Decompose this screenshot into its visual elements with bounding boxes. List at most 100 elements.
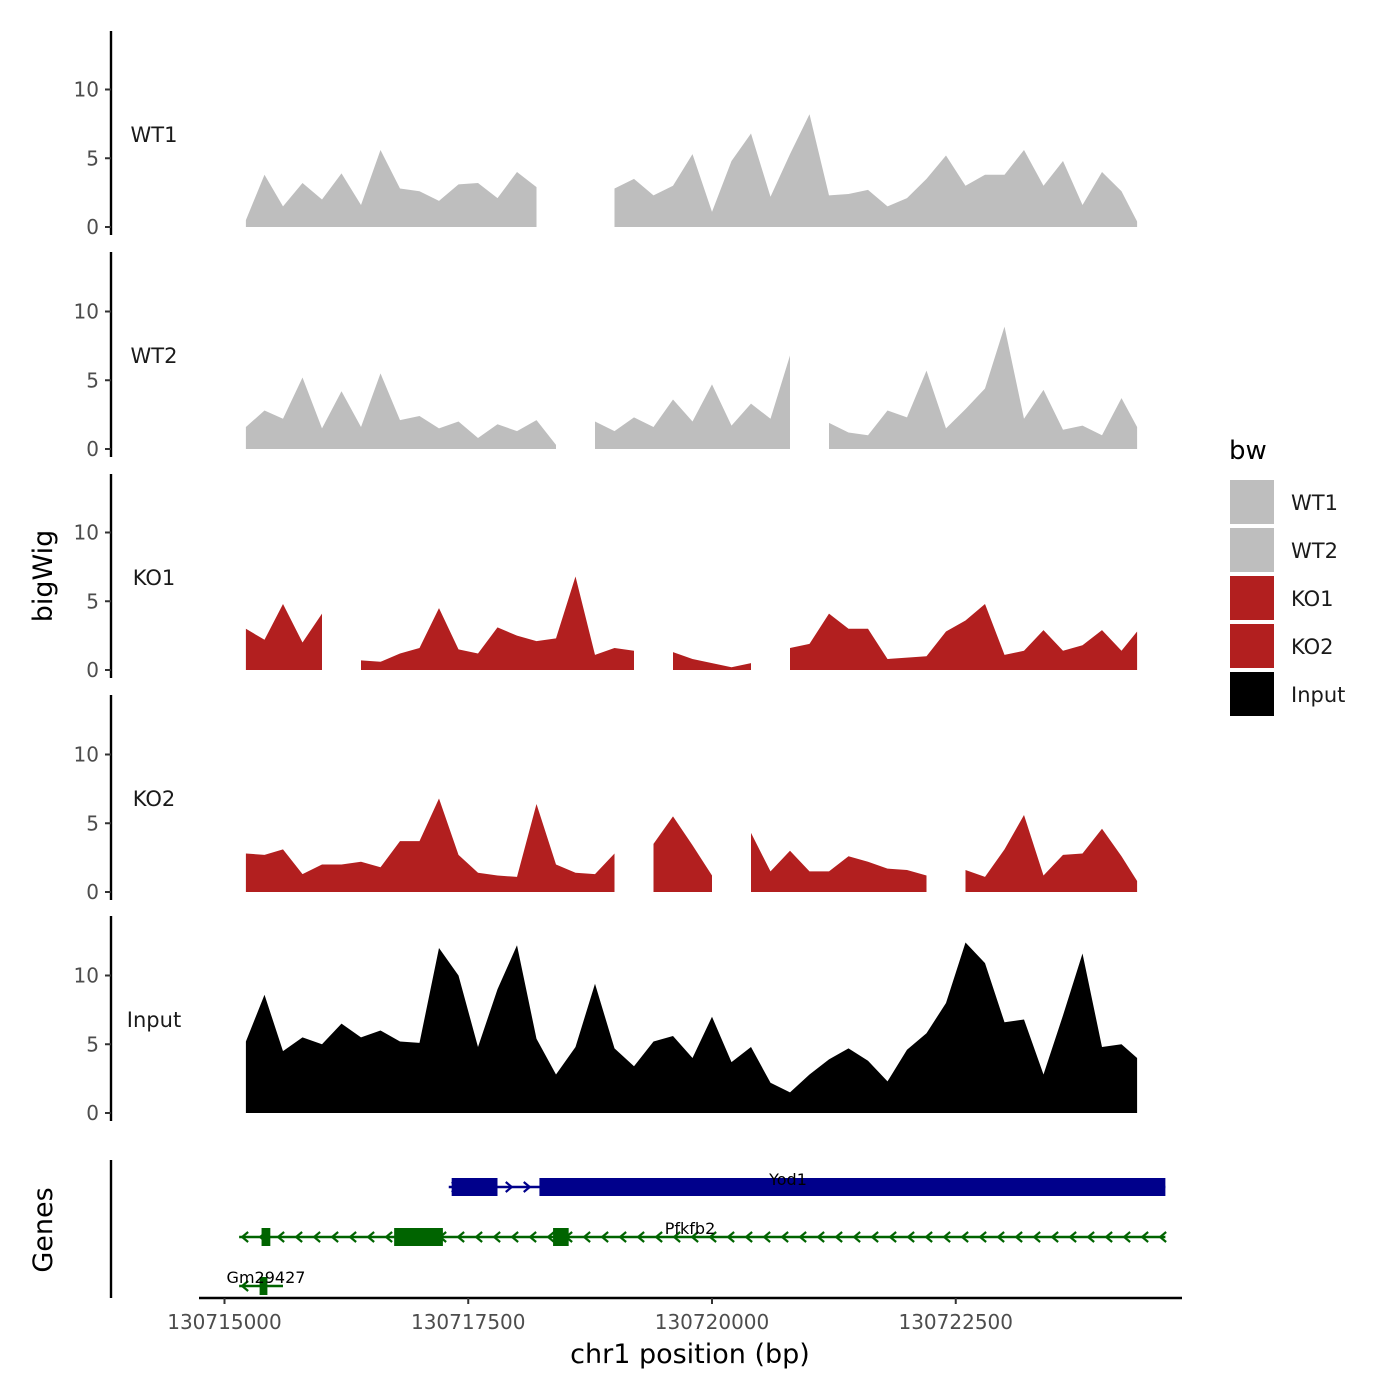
coverage-area [751,832,927,892]
strand-chevron [834,1231,843,1243]
coverage-area [245,150,537,227]
y-tick-label: 5 [86,811,99,835]
x-axis-title: chr1 position (bp) [570,1339,810,1370]
strand-chevron [690,1231,699,1243]
legend-label: KO1 [1291,587,1334,611]
strand-chevron [348,1231,357,1243]
legend-label: WT2 [1291,539,1338,563]
strand-chevron [1158,1231,1167,1243]
legend-swatch [1230,624,1274,668]
y-tick-label: 0 [86,215,99,239]
gene-exon [394,1228,443,1246]
strand-chevron [888,1231,897,1243]
legend-label: WT1 [1291,491,1338,515]
coverage-area [965,815,1138,892]
x-tick-label: 130715000 [167,1310,282,1334]
strand-chevron [240,1231,249,1243]
x-tick-label: 130722500 [898,1310,1013,1334]
strand-chevron [1122,1231,1131,1243]
strand-chevron [505,1181,514,1193]
strand-chevron [960,1231,969,1243]
strand-chevron [528,1231,537,1243]
coverage-area [829,326,1138,449]
y-tick-label: 5 [86,589,99,613]
coverage-area [245,373,556,449]
strand-chevron [312,1231,321,1243]
strand-chevron [330,1231,339,1243]
strand-chevron [1014,1231,1023,1243]
strand-chevron [924,1231,933,1243]
legend-swatch [1230,528,1274,572]
gene-Yod1: Yod1 [448,1170,1166,1196]
strand-chevron [384,1231,393,1243]
legend-title: bw [1229,436,1267,466]
y-tick-label: 5 [86,1032,99,1056]
strand-chevron [618,1231,627,1243]
coverage-tracks: 0 5 10 WT1 0 5 10 WT2 0 5 10 KO1 0 5 10 KO2 0 5 10 Input [74,31,1138,1125]
strand-chevron [510,1231,519,1243]
strand-chevron [852,1231,861,1243]
track-KO2: 0 5 10 KO2 [74,695,1138,904]
y-axis-title: bigWig [28,530,59,623]
legend-label: Input [1291,683,1345,707]
gene-exon [451,1178,498,1196]
strand-chevron [276,1231,285,1243]
strand-chevron [798,1231,807,1243]
y-tick-label: 5 [86,368,99,392]
strand-chevron [708,1231,717,1243]
coverage-area [614,114,1138,227]
genes-panel: Yod1 Pfkfb2 Gm29427 [109,1160,1167,1298]
strand-chevron [366,1231,375,1243]
coverage-area [245,798,615,892]
x-tick-label: 130720000 [655,1310,770,1334]
track-label: Input [127,1008,181,1032]
track-WT2: 0 5 10 WT2 [74,252,1138,461]
strand-chevron [523,1181,532,1193]
legend-swatch [1230,576,1274,620]
coverage-area [790,604,1138,670]
gene-label: Yod1 [768,1170,807,1189]
y-tick-label: 10 [74,300,99,324]
coverage-area [245,942,1138,1113]
strand-chevron [942,1231,951,1243]
strand-chevron [240,1280,249,1292]
legend: WT1 WT2 KO1 KO2 Input [1230,480,1345,716]
coverage-area [245,604,322,670]
strand-chevron [672,1231,681,1243]
y-tick-label: 0 [86,658,99,682]
x-axis: 130715000 130717500 130720000 130722500 [167,1296,1182,1334]
gene-exon [553,1228,569,1246]
coverage-area [595,355,790,449]
y-tick-label: 0 [86,1101,99,1125]
gene-label: Pfkfb2 [665,1219,716,1238]
coverage-area [653,816,712,892]
strand-chevron [1032,1231,1041,1243]
track-label: KO2 [133,787,176,811]
y-tick-label: 10 [74,964,99,988]
strand-chevron [744,1231,753,1243]
strand-chevron [654,1231,663,1243]
strand-chevron [546,1231,555,1243]
strand-chevron [1050,1231,1059,1243]
y-tick-label: 10 [74,78,99,102]
strand-chevron [636,1231,645,1243]
coverage-area [673,652,751,670]
track-KO1: 0 5 10 KO1 [74,474,1138,682]
legend-label: KO2 [1291,635,1334,659]
x-tick-label: 130717500 [411,1310,526,1334]
y-tick-label: 10 [74,521,99,545]
gene-Pfkfb2: Pfkfb2 [239,1219,1167,1246]
coverage-area [361,576,634,670]
track-Input: 0 5 10 Input [74,916,1138,1125]
y-tick-label: 10 [74,743,99,767]
strand-chevron [726,1231,735,1243]
strand-chevron [582,1231,591,1243]
gene-exon [259,1277,268,1295]
track-label: KO1 [133,566,176,590]
track-label: WT1 [131,123,178,147]
strand-chevron [492,1231,501,1243]
track-label: WT2 [131,344,178,368]
strand-chevron [978,1231,987,1243]
track-WT1: 0 5 10 WT1 [74,31,1138,239]
